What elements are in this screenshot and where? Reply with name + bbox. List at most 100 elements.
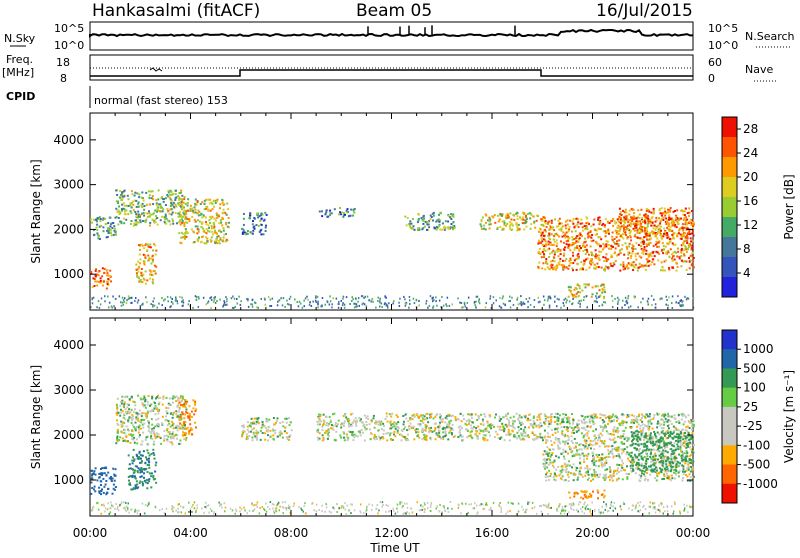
data-cell [583, 455, 585, 457]
data-cell [192, 399, 194, 401]
data-cell [358, 417, 360, 419]
data-cell [183, 202, 185, 204]
data-cell [339, 207, 341, 209]
data-cell [263, 233, 265, 235]
data-cell [94, 486, 96, 488]
data-cell [166, 412, 168, 414]
data-cell [570, 286, 572, 288]
data-cell [195, 295, 197, 297]
data-cell [131, 419, 133, 421]
data-cell [145, 407, 147, 409]
data-cell [646, 210, 648, 212]
data-cell [335, 422, 337, 424]
data-cell [148, 480, 150, 482]
data-cell [653, 212, 655, 214]
data-cell [644, 220, 646, 222]
data-cell [131, 202, 133, 204]
data-cell [527, 306, 529, 308]
data-cell [646, 258, 648, 260]
data-cell [644, 230, 646, 232]
data-cell [425, 303, 427, 305]
data-cell [385, 433, 387, 435]
nsky-label: N.Sky [4, 32, 36, 45]
data-cell [260, 233, 262, 235]
data-cell [106, 288, 108, 290]
data-cell [183, 422, 185, 424]
data-cell [422, 227, 424, 229]
data-cell [406, 429, 408, 431]
data-cell [595, 257, 597, 259]
data-cell [433, 212, 435, 214]
data-cell [144, 221, 146, 223]
data-cell [270, 299, 272, 301]
data-cell [559, 258, 561, 260]
data-cell [388, 302, 390, 304]
data-cell [142, 432, 144, 434]
data-cell [575, 230, 577, 232]
data-cell [606, 253, 608, 255]
data-cell [137, 211, 139, 213]
data-cell [526, 419, 528, 421]
data-cell [176, 395, 178, 397]
data-cell [113, 484, 115, 486]
data-cell [540, 228, 542, 230]
data-cell [117, 429, 119, 431]
data-cell [138, 436, 140, 438]
data-cell [98, 274, 100, 276]
data-cell [665, 260, 667, 262]
data-cell [356, 303, 358, 305]
data-cell [622, 420, 624, 422]
data-cell [619, 249, 621, 251]
data-cell [656, 426, 658, 428]
data-cell [152, 195, 154, 197]
data-cell [543, 248, 545, 250]
data-cell [135, 200, 137, 202]
data-cell [152, 429, 154, 431]
data-cell [678, 472, 680, 474]
data-cell [403, 421, 405, 423]
data-cell [522, 303, 524, 305]
data-cell [633, 264, 635, 266]
data-cell [268, 419, 270, 421]
data-cell [597, 217, 599, 219]
data-cell [217, 242, 219, 244]
data-cell [409, 299, 411, 301]
data-cell [450, 213, 452, 215]
data-cell [483, 228, 485, 230]
data-cell [140, 428, 142, 430]
data-cell [539, 248, 541, 250]
data-cell [175, 300, 177, 302]
data-cell [599, 222, 601, 224]
data-cell [127, 213, 129, 215]
data-cell [104, 295, 106, 297]
data-cell [653, 245, 655, 247]
data-cell [614, 426, 616, 428]
freq-tick-top: 18 [56, 56, 70, 69]
data-cell [679, 257, 681, 259]
data-cell [407, 439, 409, 441]
data-cell [630, 257, 632, 259]
data-cell [645, 253, 647, 255]
data-cell [669, 420, 671, 422]
data-cell [136, 426, 138, 428]
data-cell [442, 428, 444, 430]
data-cell [141, 268, 143, 270]
data-cell [426, 435, 428, 437]
data-cell [269, 430, 271, 432]
data-cell [141, 415, 143, 417]
data-cell [556, 423, 558, 425]
data-cell [691, 429, 693, 431]
data-cell [393, 300, 395, 302]
data-cell [497, 227, 499, 229]
data-cell [277, 436, 279, 438]
data-cell [665, 217, 667, 219]
data-cell [684, 415, 686, 417]
data-cell [136, 206, 138, 208]
data-cell [552, 448, 554, 450]
data-cell [554, 301, 556, 303]
data-cell [565, 258, 567, 260]
data-cell [628, 228, 630, 230]
data-cell [600, 285, 602, 287]
data-cell [213, 218, 215, 220]
data-cell [512, 423, 514, 425]
